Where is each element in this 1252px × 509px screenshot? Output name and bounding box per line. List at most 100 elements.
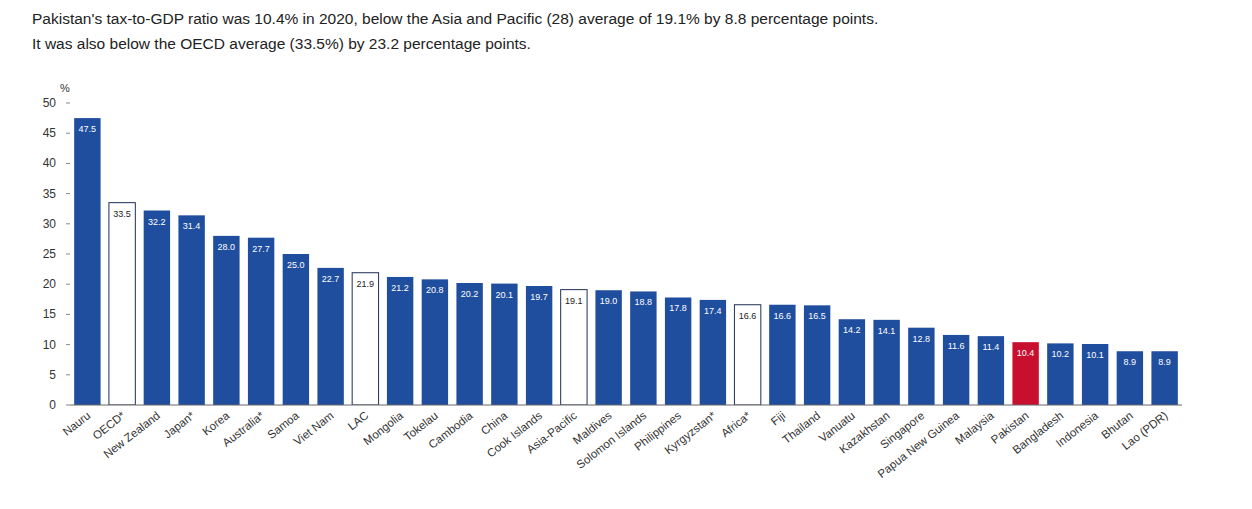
bar xyxy=(1012,342,1038,405)
y-tick-label: 20 xyxy=(43,277,57,291)
x-tick-label: Indonesia xyxy=(1054,409,1101,450)
bar xyxy=(109,203,135,405)
y-tick-label: 0 xyxy=(49,398,56,412)
x-tick-label: Cambodia xyxy=(426,409,475,451)
y-tick-label: 30 xyxy=(43,217,57,231)
y-tick xyxy=(66,254,70,255)
data-label: 19.1 xyxy=(565,296,583,306)
bar xyxy=(283,254,309,405)
x-axis xyxy=(70,405,1182,406)
y-tick xyxy=(66,133,70,134)
bar xyxy=(74,118,100,405)
y-tick-label: 40 xyxy=(43,156,57,170)
data-label: 10.1 xyxy=(1086,350,1104,360)
x-tick-label: LAC xyxy=(346,409,371,432)
y-tick xyxy=(66,405,70,406)
y-tick-label: 10 xyxy=(43,338,57,352)
labels: 47.533.532.231.428.027.725.022.721.921.2… xyxy=(79,124,1171,367)
title: Pakistan's tax-to-GDP ratio was 10.4% in… xyxy=(32,10,878,27)
y-tick-label: 50 xyxy=(43,96,57,110)
bar xyxy=(248,238,274,405)
bar xyxy=(317,268,343,405)
data-label: 16.6 xyxy=(774,311,792,321)
bar xyxy=(804,305,830,405)
bar xyxy=(1117,351,1143,405)
y-tick xyxy=(66,103,70,104)
data-label: 14.2 xyxy=(843,325,861,335)
x-tick-label: Papua New Guinea xyxy=(875,409,961,480)
bar xyxy=(144,211,170,405)
x-tick-label: Asia-Pacific xyxy=(524,409,579,456)
x-tick-label: Mongolia xyxy=(361,409,406,448)
y-axis-label: % xyxy=(60,82,70,94)
y-tick xyxy=(66,223,70,224)
data-label: 25.0 xyxy=(287,260,305,270)
data-label: 11.6 xyxy=(948,341,965,351)
data-label: 17.8 xyxy=(669,303,687,313)
y-tick xyxy=(66,284,70,285)
data-label: 10.4 xyxy=(1017,348,1035,358)
data-label: 10.2 xyxy=(1052,349,1070,359)
y-tick-label: 45 xyxy=(43,126,57,140)
bar xyxy=(978,336,1004,405)
y-axis: 05101520253035404550 xyxy=(43,96,70,412)
bar xyxy=(213,236,239,405)
x-tick-label: Kyrgyzstan* xyxy=(662,409,718,457)
bar xyxy=(908,328,934,405)
y-tick xyxy=(66,193,70,194)
data-label: 27.7 xyxy=(252,244,270,254)
y-tick xyxy=(66,314,70,315)
y-tick xyxy=(66,374,70,375)
bar xyxy=(943,335,969,405)
y-tick-label: 15 xyxy=(43,307,57,321)
data-label: 17.4 xyxy=(704,306,722,316)
bar xyxy=(387,277,413,405)
data-label: 11.4 xyxy=(982,342,999,352)
data-label: 16.6 xyxy=(739,311,757,321)
x-axis-labels: NauruOECD*New ZealandJapan*KoreaAustrali… xyxy=(61,409,1170,480)
bar xyxy=(734,305,760,405)
data-label: 18.8 xyxy=(635,297,653,307)
y-tick-label: 25 xyxy=(43,247,57,261)
y-tick-label: 5 xyxy=(49,368,56,382)
bar xyxy=(630,291,656,405)
x-tick-label: Fiji xyxy=(769,409,788,428)
x-tick-label: Africa* xyxy=(719,409,753,440)
chart: Pakistan's tax-to-GDP ratio was 10.4% in… xyxy=(0,0,1252,509)
data-label: 32.2 xyxy=(148,217,166,227)
data-label: 19.0 xyxy=(600,296,618,306)
bar xyxy=(456,283,482,405)
data-label: 21.2 xyxy=(391,283,409,293)
data-label: 8.9 xyxy=(1158,357,1171,367)
bar xyxy=(352,273,378,405)
bar xyxy=(595,290,621,405)
x-tick-label: Thailand xyxy=(780,409,822,446)
data-label: 22.7 xyxy=(322,274,340,284)
x-tick-label: Nauru xyxy=(61,409,93,438)
bar xyxy=(526,286,552,405)
bars xyxy=(74,118,1178,405)
data-label: 20.1 xyxy=(496,290,514,300)
data-label: 8.9 xyxy=(1124,357,1137,367)
x-tick-label: New Zealand xyxy=(101,409,162,460)
bar xyxy=(839,319,865,405)
bar xyxy=(700,300,726,405)
data-label: 20.8 xyxy=(426,285,444,295)
bar xyxy=(422,279,448,405)
data-label: 31.4 xyxy=(183,221,201,231)
data-label: 47.5 xyxy=(79,124,97,134)
bar xyxy=(561,290,587,405)
x-tick-label: Viet Nam xyxy=(291,409,335,447)
data-label: 20.2 xyxy=(461,289,479,299)
y-tick xyxy=(66,344,70,345)
x-tick-label: Japan* xyxy=(161,409,197,441)
bar xyxy=(873,320,899,405)
bar xyxy=(769,305,795,405)
data-label: 12.8 xyxy=(913,334,931,344)
data-label: 19.7 xyxy=(530,292,548,302)
bar xyxy=(491,284,517,405)
x-tick-label: Australia* xyxy=(220,409,267,449)
data-label: 14.1 xyxy=(878,326,896,336)
data-label: 28.0 xyxy=(218,242,236,252)
bar xyxy=(665,297,691,405)
